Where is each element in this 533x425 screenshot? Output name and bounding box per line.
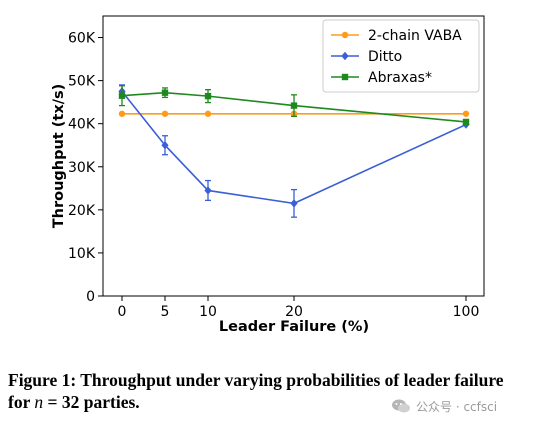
series-1 [118,110,470,117]
legend: 2-chain VABA Ditto Abraxas* [322,19,480,93]
data-point [462,118,470,126]
data-point [204,186,212,195]
caption-variable: n [34,392,44,412]
x-tick-label: 10 [199,304,217,320]
legend-entry: 2-chain VABA [331,28,462,44]
legend-marker [341,73,349,81]
series-3 [118,85,470,126]
throughput-chart: 0 10K 20K 30K 40K 50K 60K 0 5 10 20 100 Throughput … [51,15,485,335]
y-tick-label: 40K [68,117,96,133]
y-tick-label: 20K [68,203,96,219]
y-tick-label: 60K [68,31,96,47]
caption-prefix: Figure 1: Throughput under varying proba… [8,370,504,412]
x-tick-label: 0 [118,304,127,320]
caption-suffix: = 32 parties. [43,392,140,412]
legend-entry: Ditto [331,49,402,65]
data-point [290,199,298,208]
x-tick-label: 100 [453,304,480,320]
y-tick-label: 30K [68,160,96,176]
legend-label: Ditto [368,49,402,65]
y-tick-label: 10K [68,246,96,262]
data-point [290,102,298,109]
data-point [118,92,126,99]
x-tick-label: 20 [285,304,303,320]
data-point [161,110,169,117]
legend-entry: Abraxas* [331,70,432,86]
x-axis-label: Leader Failure (%) [219,319,369,335]
data-point [204,110,212,117]
legend-label: 2-chain VABA [368,28,462,44]
data-point [161,141,169,150]
x-tick-label: 5 [161,304,170,320]
wechat-icon [392,399,410,413]
data-point [204,92,212,100]
legend-label: Abraxas* [368,70,432,86]
figure-caption: Figure 1: Throughput under varying proba… [8,369,526,413]
data-point [118,110,126,117]
watermark-text: 公众号 · ccfsci [416,399,498,414]
y-tick-label: 50K [68,74,96,90]
legend-marker [341,31,349,39]
legend-box [322,19,480,93]
watermark: 公众号 · ccfsci [391,396,497,416]
y-tick-label: 0 [86,289,95,305]
y-axis-label: Throughput (tx/s) [51,84,67,229]
data-point [161,89,169,96]
data-point [462,110,470,117]
legend-marker [341,51,349,61]
